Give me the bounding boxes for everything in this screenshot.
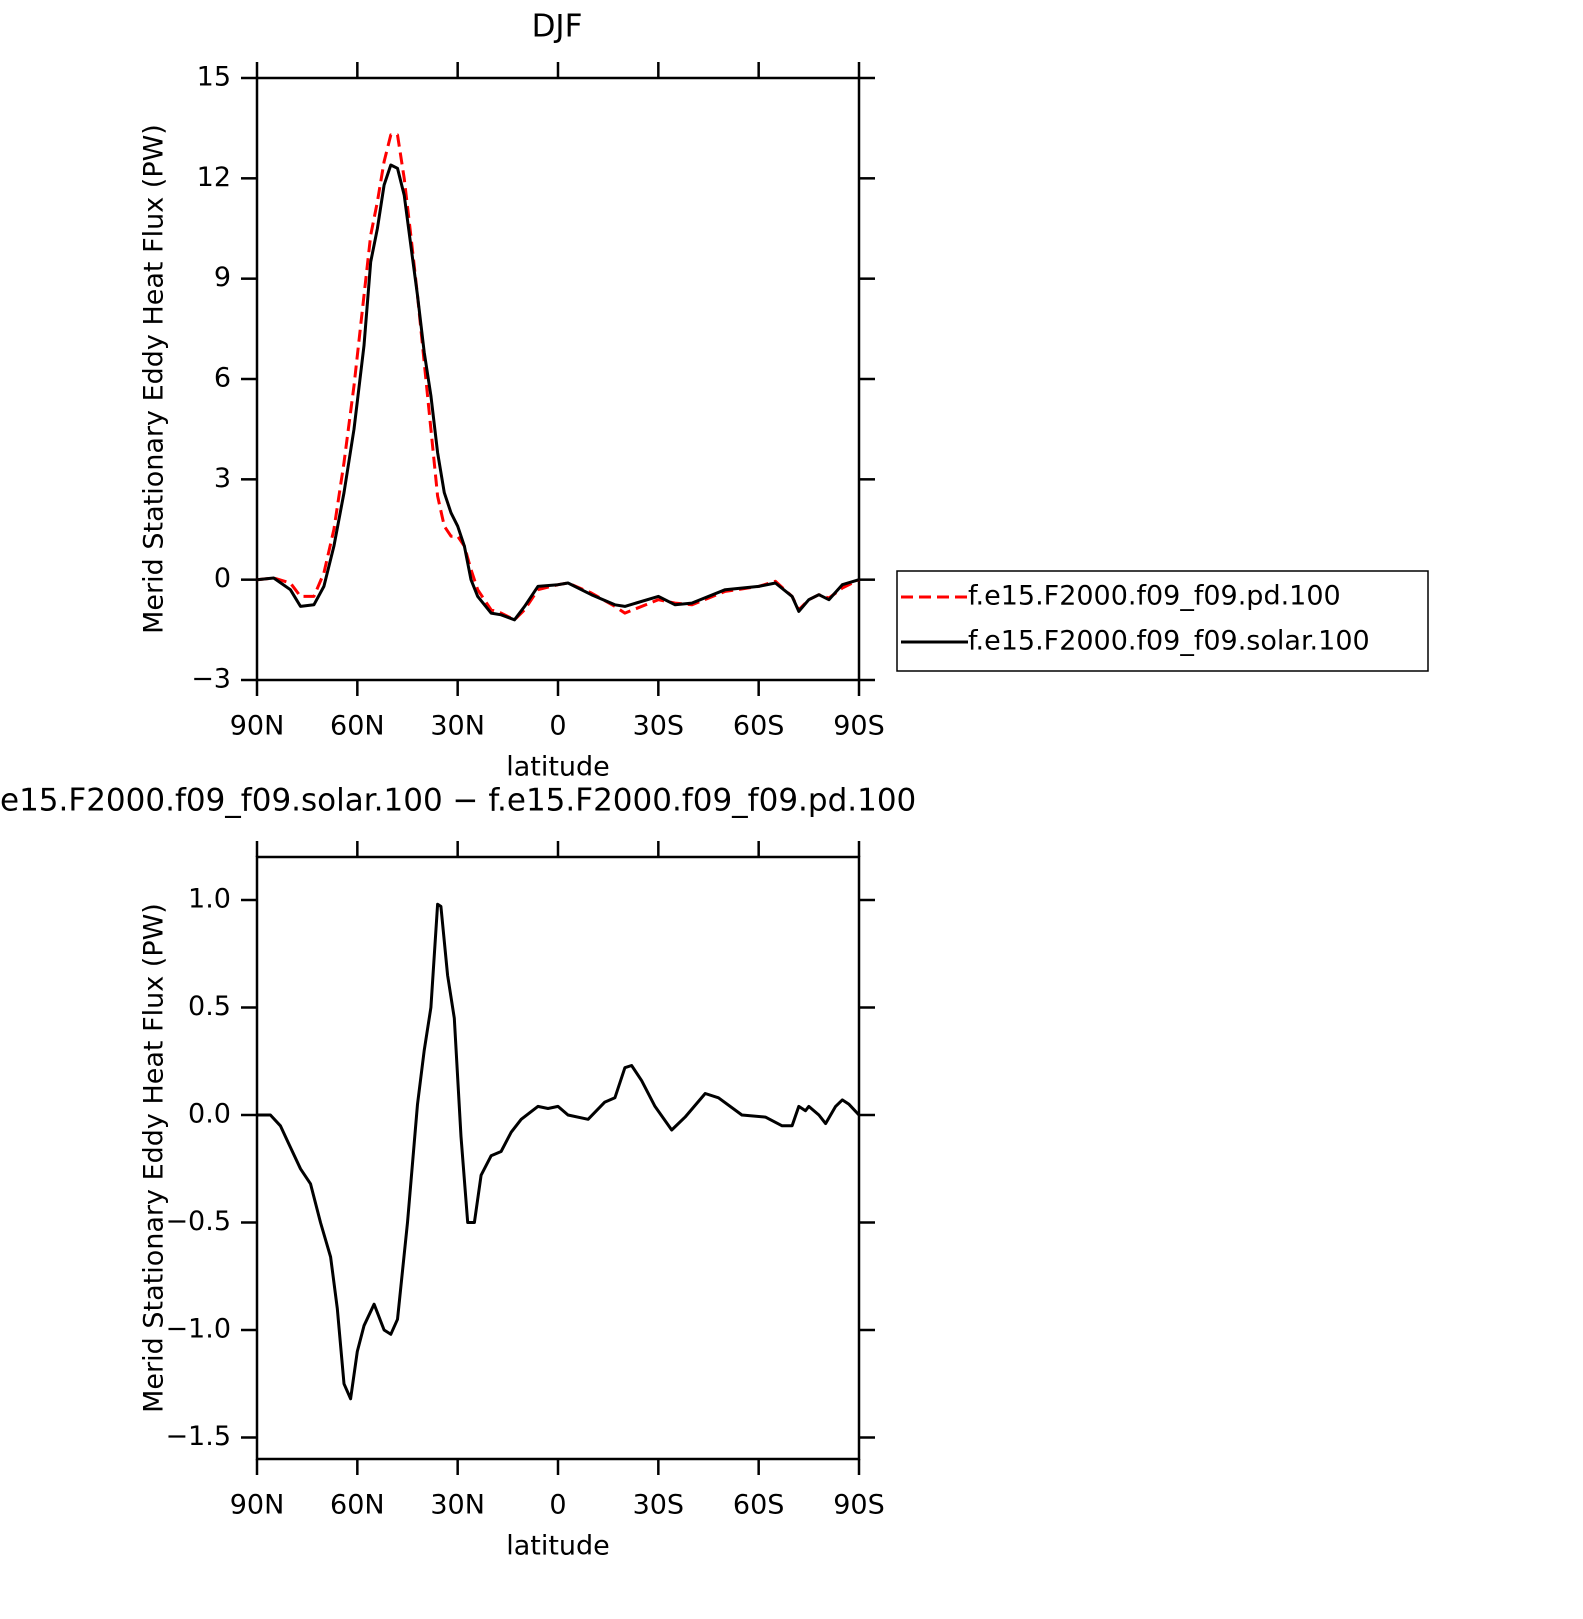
data-line [256,163,860,622]
plot-frame [255,76,861,682]
x-tick-label: 60N [330,1490,385,1521]
y-tick-label: 0 [214,563,231,594]
y-tick-label: 12 [197,162,231,193]
y-tick-label: −0.5 [165,1206,231,1237]
y-tick-label: 0.0 [188,1099,231,1130]
x-tick-label: 90S [833,711,885,742]
x-tick-label: 30N [430,1490,485,1521]
x-axis-label: latitude [506,752,610,783]
data-line [257,902,861,1401]
x-tick-label: 30N [430,711,485,742]
x-tick-label: 30S [633,1490,685,1521]
y-tick-label: −3 [191,664,231,695]
x-tick-label: 30S [633,711,685,742]
y-tick-label: 9 [214,262,231,293]
chart-title: DJF [532,9,583,45]
y-tick-label: 3 [214,463,231,494]
y-tick-label: 1.0 [188,884,231,915]
x-axis-label: latitude [506,1531,610,1562]
x-tick-label: 90S [833,1490,885,1521]
y-axis-label: Merid Stationary Eddy Heat Flux (PW) [139,124,170,634]
y-tick-label: −1.5 [165,1421,231,1452]
x-tick-label: 60N [330,711,385,742]
data-line [256,133,860,622]
plot-frame [255,855,861,1461]
legend-box [896,570,1429,672]
y-axis-label: Merid Stationary Eddy Heat Flux (PW) [139,903,170,1413]
y-tick-label: −1.0 [165,1314,231,1345]
y-tick-label: 15 [197,62,231,93]
x-tick-label: 60S [733,711,785,742]
legend-label: f.e15.F2000.f09_f09.solar.100 [968,626,1370,657]
y-tick-label: 0.5 [188,991,231,1022]
x-tick-label: 90N [230,1490,285,1521]
chart-title: e15.F2000.f09_f09.solar.100 − f.e15.F200… [0,783,916,819]
x-tick-label: 0 [549,1490,566,1521]
y-tick-label: 6 [214,363,231,394]
legend-label: f.e15.F2000.f09_f09.pd.100 [968,581,1341,612]
x-tick-label: 60S [733,1490,785,1521]
x-tick-label: 90N [230,711,285,742]
x-tick-label: 0 [549,711,566,742]
